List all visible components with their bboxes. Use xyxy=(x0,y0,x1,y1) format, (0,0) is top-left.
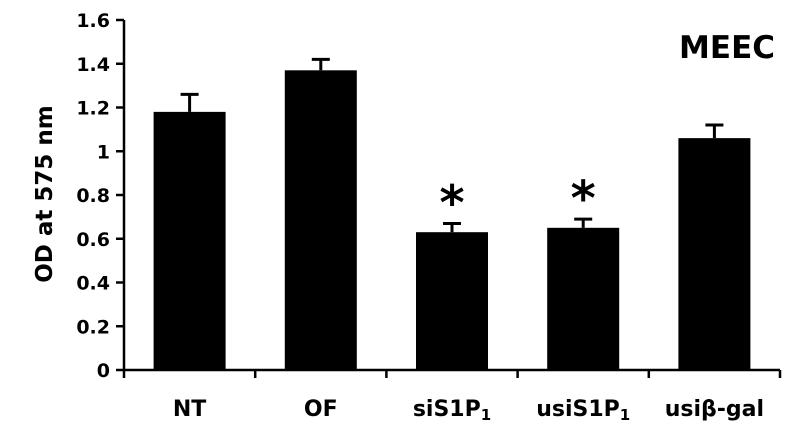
bar xyxy=(416,232,488,370)
y-tick-label: 0.6 xyxy=(76,229,110,251)
chart-title: MEEC xyxy=(679,30,775,66)
y-axis-label: OD at 575 nm xyxy=(32,105,58,283)
significance-star: * xyxy=(571,171,596,227)
x-category-label: NT xyxy=(173,397,206,422)
significance-star: * xyxy=(439,175,464,231)
bar xyxy=(284,70,357,370)
bar xyxy=(547,227,620,370)
x-category-label: OF xyxy=(304,397,338,422)
y-tick-label: 0.4 xyxy=(76,273,110,295)
y-tick-label: 0.8 xyxy=(76,185,110,207)
bar xyxy=(153,111,226,370)
plot-area: 0 0.2 0.4 0.6 0.8 1 1.2 1.4 1.6 NT OF * siS1P1 * usiS1… xyxy=(76,10,782,424)
y-tick-label: 1.4 xyxy=(76,54,110,76)
y-tick-label: 1.2 xyxy=(76,98,110,120)
y-tick-label: 1 xyxy=(97,141,110,163)
x-category-label: usiβ-gal xyxy=(665,397,764,422)
bar xyxy=(678,138,751,370)
x-category-label: siS1P1 xyxy=(413,397,491,424)
y-tick-label: 1.6 xyxy=(76,10,110,32)
x-category-label: usiS1P1 xyxy=(536,397,630,424)
y-tick-label: 0 xyxy=(97,360,110,382)
y-tick-label: 0.2 xyxy=(76,316,110,338)
